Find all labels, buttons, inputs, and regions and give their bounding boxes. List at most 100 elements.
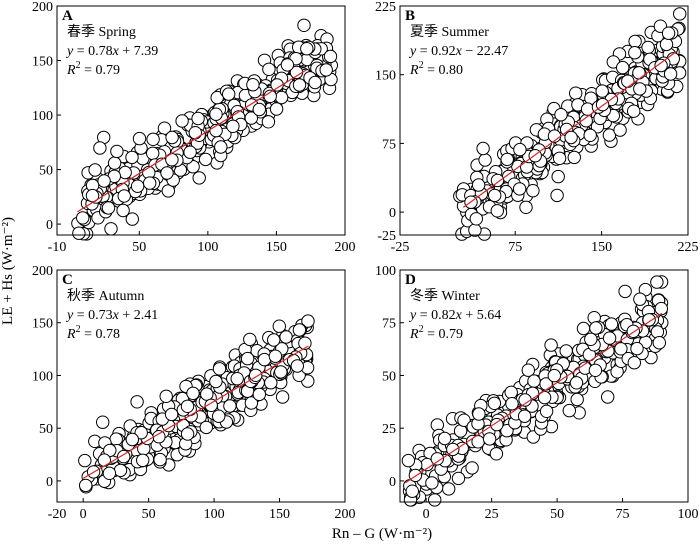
regression-line <box>463 51 677 208</box>
scatter-point <box>641 40 655 55</box>
scatter-point <box>125 212 140 226</box>
scatter-point <box>661 26 676 40</box>
scatter-point <box>97 174 111 188</box>
scatter-point <box>584 332 598 346</box>
scatter-point <box>132 131 147 146</box>
y-tick-label: 50 <box>382 369 396 384</box>
scatter-point <box>270 78 284 92</box>
scatter-point <box>88 163 102 177</box>
scatter-point <box>209 107 223 121</box>
scatter-point <box>627 356 641 370</box>
scatter-point <box>301 314 315 328</box>
scatter-point <box>267 333 281 347</box>
scatter-point <box>505 397 519 411</box>
scatter-point <box>621 74 635 88</box>
panel-letter: A <box>62 8 73 24</box>
scatter-point <box>180 399 195 413</box>
scatter-point <box>633 292 647 306</box>
scatter-point <box>292 323 307 337</box>
scatter-point <box>465 461 479 475</box>
y-tick-label: 0 <box>389 475 396 490</box>
season-label: 冬季 Winter <box>410 288 480 304</box>
scatter-point <box>96 415 110 429</box>
scatter-point <box>469 212 483 226</box>
scatter-point <box>513 142 527 157</box>
scatter-point <box>292 78 307 92</box>
y-tick-label: 50 <box>39 164 53 179</box>
scatter-point <box>602 331 617 345</box>
y-tick-label: 0 <box>46 475 53 490</box>
scatter-points <box>78 314 315 494</box>
scatter-point <box>261 115 276 129</box>
scatter-point <box>274 90 289 105</box>
scatter-point <box>630 341 644 356</box>
regression-line <box>77 69 307 213</box>
panel-C: -20 0 50 100 150 200 0 50 100 150 200 C秋季 Autumn y =… <box>32 264 356 522</box>
r-squared: R2 = 0.78 <box>66 324 120 342</box>
scatter-point <box>116 203 130 218</box>
scatter-point <box>214 140 228 154</box>
x-tick-label: 150 <box>266 240 287 255</box>
scatter-point <box>527 374 541 388</box>
scatter-point <box>442 482 456 496</box>
scatter-point <box>130 179 145 193</box>
scatter-point <box>490 173 505 188</box>
scatter-point <box>222 87 236 101</box>
scatter-point <box>102 466 117 480</box>
scatter-point <box>244 396 259 410</box>
scatter-point <box>257 352 272 367</box>
scatter-point <box>97 453 112 467</box>
x-tick-label: -10 <box>48 240 67 255</box>
scatter-point <box>125 150 139 165</box>
y-tick-label: -25 <box>377 229 396 244</box>
scatter-point <box>125 432 140 447</box>
scatter-point <box>490 204 504 218</box>
scatter-point <box>517 409 532 423</box>
y-tick-label: 150 <box>32 55 53 70</box>
panel-letter: C <box>62 272 73 288</box>
scatter-point <box>451 471 466 486</box>
scatter-point <box>269 102 284 116</box>
scatter-point <box>588 363 603 377</box>
scatter-point <box>550 188 564 203</box>
regression-line <box>82 345 309 479</box>
scatter-point <box>659 37 674 52</box>
scatter-point <box>472 407 486 421</box>
scatter-point <box>482 432 497 446</box>
scatter-point <box>650 275 664 289</box>
scatter-point <box>547 368 561 383</box>
scatter-point <box>570 392 584 407</box>
scatter-point <box>104 222 118 236</box>
scatter-point <box>188 126 203 140</box>
plot-frame <box>399 269 689 503</box>
scatter-point <box>478 153 492 167</box>
scatter-point <box>468 223 482 237</box>
x-tick-label: 50 <box>550 507 564 522</box>
scatter-point <box>583 128 597 143</box>
scatter-point <box>308 75 322 90</box>
x-tick-label: 100 <box>204 507 225 522</box>
scatter-point <box>159 389 173 403</box>
scatter-point <box>602 128 617 142</box>
scatter-point <box>200 387 214 401</box>
scatter-points <box>71 18 338 241</box>
regression-line <box>404 312 663 484</box>
x-tick-label: 150 <box>591 240 612 255</box>
scatter-point <box>633 82 647 96</box>
scatter-point <box>252 387 266 402</box>
y-tick-label: 100 <box>375 264 396 279</box>
scatter-point <box>165 130 179 145</box>
scatter-point <box>268 349 283 363</box>
scatter-point <box>551 169 565 184</box>
r-squared: R2 = 0.79 <box>409 324 463 342</box>
scatter-point <box>476 141 490 156</box>
scatter-point <box>601 390 615 404</box>
scatter-point <box>223 399 237 413</box>
scatter-point <box>642 313 656 327</box>
scatter-point <box>134 426 148 440</box>
x-tick-label: 0 <box>80 507 87 522</box>
panel-B: -25 75 150 225 -25 0 75 150 225 B夏季 Summer y = 0.9… <box>375 0 699 255</box>
scatter-point <box>614 342 628 356</box>
scatter-point <box>552 151 567 166</box>
scatter-point <box>564 130 578 145</box>
